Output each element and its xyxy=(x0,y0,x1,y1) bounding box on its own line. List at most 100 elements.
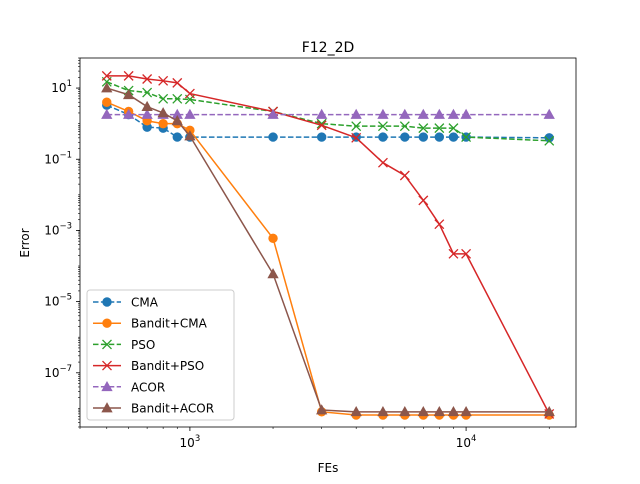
data-point-acor xyxy=(267,108,279,119)
data-point-pso xyxy=(158,93,169,104)
data-point-cma xyxy=(544,133,554,143)
legend-item-bandit-acor: Bandit+ACOR xyxy=(93,402,214,416)
marker-stroke xyxy=(399,121,410,132)
data-point-bandit-pso xyxy=(184,88,195,99)
marker-stroke xyxy=(448,123,459,134)
marker-stroke xyxy=(172,77,183,88)
data-point-cma xyxy=(400,132,410,142)
marker-stroke xyxy=(158,75,169,86)
legend-label: ACOR xyxy=(131,380,165,394)
marker-stroke xyxy=(434,123,445,134)
data-point-acor xyxy=(417,108,429,119)
marker-stroke xyxy=(434,219,445,230)
legend-label: Bandit+CMA xyxy=(131,317,208,331)
data-point-acor xyxy=(101,108,113,119)
data-point-bandit-acor xyxy=(399,406,411,417)
legend: CMA Bandit+CMA PSO Bandit+PSO ACOR Bandit+ACO… xyxy=(86,289,235,421)
data-point-bandit-acor xyxy=(460,406,472,417)
data-point-pso xyxy=(377,121,388,132)
y-tick-label: 10−3 xyxy=(44,221,72,237)
data-point-pso xyxy=(142,87,153,98)
series-acor xyxy=(101,108,555,119)
data-point-cma xyxy=(316,132,327,142)
data-point-cma xyxy=(268,132,278,142)
data-point-cma xyxy=(434,132,445,142)
legend-label: PSO xyxy=(131,338,155,352)
marker-stroke xyxy=(184,88,195,99)
marker-stroke xyxy=(142,87,153,98)
y-axis-label: Error xyxy=(18,228,32,257)
data-point-pso xyxy=(351,121,362,132)
legend-label: CMA xyxy=(131,296,159,310)
data-point-bandit-pso xyxy=(101,70,112,81)
data-point-acor xyxy=(316,108,328,119)
data-point-acor xyxy=(433,108,445,119)
y-tick-label: 10−1 xyxy=(44,150,72,166)
marker-stroke xyxy=(316,120,327,131)
legend-item-bandit-cma: Bandit+CMA xyxy=(93,317,208,331)
data-point-pso xyxy=(399,121,410,132)
marker-stroke xyxy=(418,195,429,206)
legend-item-acor: ACOR xyxy=(93,380,165,394)
series-line-cma xyxy=(106,104,550,139)
data-point-pso xyxy=(461,132,472,143)
data-point-bandit-pso xyxy=(172,77,183,88)
data-point-bandit-acor xyxy=(543,406,555,417)
data-point-bandit-acor xyxy=(101,82,113,93)
marker-stroke xyxy=(123,70,134,81)
data-point-bandit-acor xyxy=(316,404,328,415)
series-line-bandit-acor xyxy=(106,87,550,413)
data-point-pso xyxy=(172,93,183,104)
marker-stroke xyxy=(158,93,169,104)
marker-stroke xyxy=(544,135,555,146)
marker-stroke xyxy=(351,121,362,132)
legend-item-pso: PSO xyxy=(93,338,155,352)
data-point-bandit-pso xyxy=(434,219,445,230)
data-point-bandit-pso xyxy=(418,195,429,206)
marker-stroke xyxy=(377,157,388,168)
data-point-bandit-pso xyxy=(448,248,459,259)
data-point-acor xyxy=(350,108,362,119)
data-point-bandit-pso xyxy=(316,120,327,131)
data-point-acor xyxy=(122,108,135,119)
marker-stroke xyxy=(399,170,410,181)
data-point-acor xyxy=(543,108,555,119)
data-point-bandit-pso xyxy=(158,75,169,86)
x-tick-label: 103 xyxy=(180,434,201,450)
data-point-cma xyxy=(378,132,388,142)
y-tick-label: 10−5 xyxy=(44,293,72,309)
marker-stroke xyxy=(448,248,459,259)
data-point-bandit-acor xyxy=(417,406,429,417)
data-point-cma xyxy=(448,132,459,142)
data-point-bandit-pso xyxy=(377,157,388,168)
data-point-acor xyxy=(460,108,472,119)
legend-label: Bandit+ACOR xyxy=(131,402,214,416)
legend-marker xyxy=(102,339,112,350)
data-point-bandit-acor xyxy=(171,115,183,126)
legend-marker xyxy=(102,318,112,328)
marker-stroke xyxy=(142,74,153,84)
legend-marker xyxy=(101,402,113,413)
marker-stroke xyxy=(461,132,472,143)
data-point-bandit-acor xyxy=(267,268,279,279)
data-point-bandit-pso xyxy=(142,74,153,84)
marker-stroke xyxy=(316,118,327,129)
data-point-bandit-cma xyxy=(268,233,278,244)
data-point-acor xyxy=(141,108,153,119)
series-line-pso xyxy=(106,81,550,142)
marker-stroke xyxy=(102,360,112,371)
series-line-bandit-pso xyxy=(106,75,550,415)
data-point-pso xyxy=(544,135,555,146)
data-point-bandit-acor xyxy=(141,100,153,112)
data-point-bandit-acor xyxy=(350,406,362,417)
marker-stroke xyxy=(172,93,183,104)
plot-area: 103 104 10−7 10−5 10−3 10−1 101 xyxy=(44,57,577,450)
data-point-pso xyxy=(434,123,445,134)
data-point-bandit-acor xyxy=(157,107,169,118)
series-line-bandit-cma xyxy=(106,101,550,416)
y-tick-label: 101 xyxy=(51,79,72,95)
data-point-bandit-cma xyxy=(102,97,112,107)
legend-item-cma: CMA xyxy=(93,296,159,310)
